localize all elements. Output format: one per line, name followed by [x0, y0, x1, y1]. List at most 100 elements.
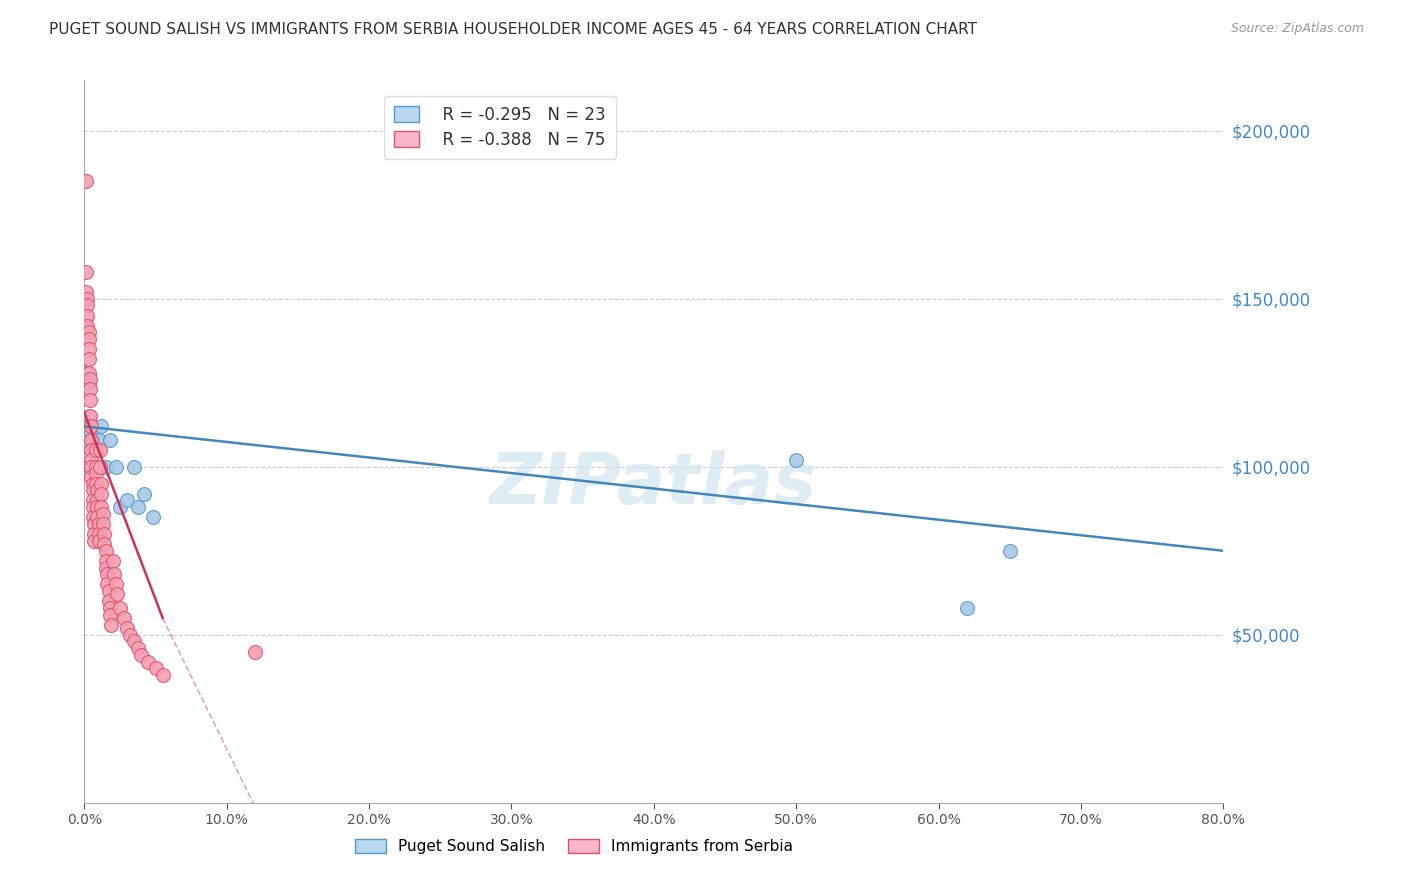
- Point: [79, 409, 101, 424]
- Legend: Puget Sound Salish, Immigrants from Serbia: Puget Sound Salish, Immigrants from Serb…: [349, 832, 799, 860]
- Point: [998, 543, 1021, 558]
- Point: [89, 442, 111, 457]
- Point: [80, 419, 103, 434]
- Point: [108, 600, 131, 615]
- Point: [94, 560, 117, 574]
- Point: [84, 442, 107, 457]
- Point: [83, 516, 105, 531]
- Point: [89, 459, 111, 474]
- Point: [77, 332, 100, 346]
- Point: [112, 611, 135, 625]
- Point: [103, 567, 125, 582]
- Point: [138, 655, 160, 669]
- Point: [79, 383, 101, 397]
- Point: [76, 433, 98, 447]
- Point: [93, 537, 115, 551]
- Point: [127, 641, 149, 656]
- Text: PUGET SOUND SALISH VS IMMIGRANTS FROM SERBIA HOUSEHOLDER INCOME AGES 45 - 64 YEA: PUGET SOUND SALISH VS IMMIGRANTS FROM SE…: [49, 22, 977, 37]
- Point: [80, 459, 103, 474]
- Point: [122, 459, 145, 474]
- Point: [152, 668, 174, 682]
- Point: [115, 493, 138, 508]
- Point: [77, 326, 100, 340]
- Point: [76, 292, 98, 306]
- Point: [94, 554, 117, 568]
- Point: [90, 419, 112, 434]
- Point: [122, 634, 145, 648]
- Point: [79, 459, 101, 474]
- Point: [82, 500, 104, 514]
- Point: [94, 543, 117, 558]
- Point: [77, 376, 100, 390]
- Point: [75, 366, 97, 380]
- Point: [87, 527, 110, 541]
- Point: [76, 318, 98, 333]
- Point: [127, 500, 149, 514]
- Point: [145, 661, 167, 675]
- Point: [83, 442, 105, 457]
- Point: [90, 486, 112, 500]
- Point: [80, 453, 103, 467]
- Point: [84, 467, 107, 481]
- Point: [77, 352, 100, 367]
- Point: [80, 470, 103, 484]
- Point: [105, 587, 128, 601]
- Point: [84, 459, 107, 474]
- Point: [90, 500, 112, 514]
- Point: [90, 476, 112, 491]
- Point: [96, 577, 118, 591]
- Point: [108, 500, 131, 514]
- Point: [79, 392, 101, 407]
- Point: [142, 510, 165, 524]
- Point: [104, 459, 127, 474]
- Point: [82, 483, 104, 498]
- Point: [75, 265, 97, 279]
- Point: [86, 510, 108, 524]
- Point: [82, 433, 104, 447]
- Point: [87, 516, 110, 531]
- Text: ZIPatlas: ZIPatlas: [491, 450, 817, 519]
- Point: [84, 476, 107, 491]
- Point: [79, 372, 101, 386]
- Point: [83, 533, 105, 548]
- Point: [118, 628, 141, 642]
- Point: [82, 510, 104, 524]
- Point: [245, 644, 267, 658]
- Point: [98, 433, 121, 447]
- Text: Source: ZipAtlas.com: Source: ZipAtlas.com: [1230, 22, 1364, 36]
- Point: [77, 409, 100, 424]
- Point: [80, 442, 103, 457]
- Point: [84, 459, 107, 474]
- Point: [77, 342, 100, 356]
- Point: [76, 298, 98, 312]
- Point: [82, 493, 104, 508]
- Point: [86, 483, 108, 498]
- Point: [93, 527, 115, 541]
- Point: [98, 607, 121, 622]
- Point: [86, 493, 108, 508]
- Point: [134, 486, 156, 500]
- Point: [97, 594, 120, 608]
- Point: [96, 567, 118, 582]
- Point: [97, 584, 120, 599]
- Point: [104, 577, 127, 591]
- Point: [80, 426, 103, 441]
- Point: [956, 600, 979, 615]
- Point: [98, 600, 121, 615]
- Point: [91, 516, 114, 531]
- Point: [101, 554, 124, 568]
- Point: [87, 433, 110, 447]
- Point: [91, 507, 114, 521]
- Point: [86, 500, 108, 514]
- Point: [785, 453, 807, 467]
- Point: [83, 527, 105, 541]
- Point: [75, 285, 97, 299]
- Point: [100, 617, 122, 632]
- Point: [75, 174, 97, 188]
- Point: [87, 533, 110, 548]
- Point: [76, 309, 98, 323]
- Point: [131, 648, 153, 662]
- Point: [77, 366, 100, 380]
- Point: [82, 476, 104, 491]
- Point: [94, 459, 117, 474]
